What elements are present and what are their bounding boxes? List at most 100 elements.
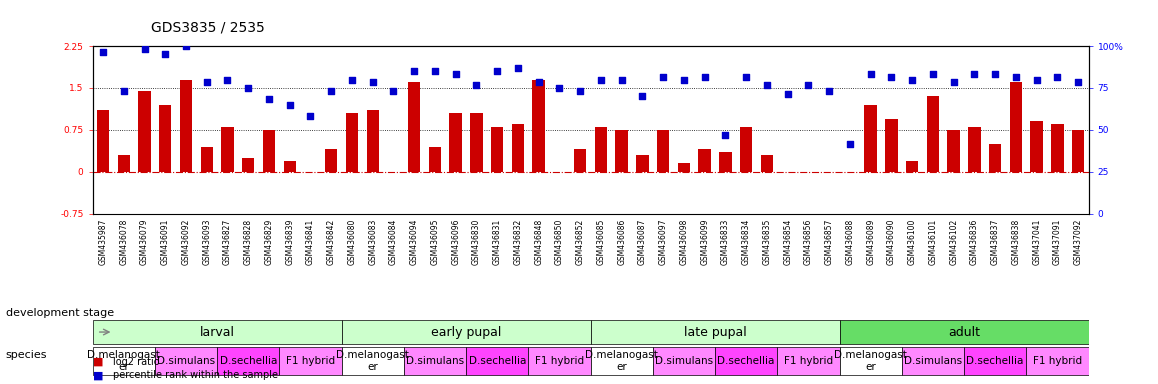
Text: GSM436087: GSM436087 bbox=[638, 219, 647, 265]
Bar bbox=[97, 110, 109, 172]
Point bbox=[1006, 74, 1025, 80]
Bar bbox=[1072, 130, 1084, 172]
Text: GSM436841: GSM436841 bbox=[306, 219, 315, 265]
Bar bbox=[118, 155, 130, 172]
Text: GSM436088: GSM436088 bbox=[845, 219, 855, 265]
Bar bbox=[1031, 121, 1043, 172]
Bar bbox=[138, 91, 151, 172]
Point bbox=[613, 76, 631, 83]
Point bbox=[571, 88, 589, 94]
Text: GSM436838: GSM436838 bbox=[1011, 219, 1020, 265]
Bar bbox=[615, 130, 628, 172]
Bar bbox=[93, 347, 155, 375]
Point bbox=[364, 79, 382, 86]
Bar bbox=[657, 130, 669, 172]
Text: GSM436079: GSM436079 bbox=[140, 219, 149, 265]
Bar bbox=[740, 127, 753, 172]
Text: D.sechellia: D.sechellia bbox=[718, 356, 775, 366]
Text: GSM436834: GSM436834 bbox=[741, 219, 750, 265]
Text: GSM436852: GSM436852 bbox=[576, 219, 585, 265]
Text: F1 hybrid: F1 hybrid bbox=[286, 356, 335, 366]
Text: GSM436086: GSM436086 bbox=[617, 219, 626, 265]
Text: GSM436829: GSM436829 bbox=[264, 219, 273, 265]
Bar bbox=[926, 96, 939, 172]
Bar bbox=[325, 149, 337, 172]
Point bbox=[736, 74, 755, 80]
Bar bbox=[279, 347, 342, 375]
Text: GSM436089: GSM436089 bbox=[866, 219, 875, 265]
Bar bbox=[242, 158, 255, 172]
Bar bbox=[1026, 347, 1089, 375]
Bar bbox=[591, 320, 840, 344]
Point bbox=[924, 71, 943, 77]
Text: percentile rank within the sample: percentile rank within the sample bbox=[113, 370, 278, 380]
Text: early pupal: early pupal bbox=[431, 326, 501, 339]
Text: GSM436831: GSM436831 bbox=[492, 219, 501, 265]
Point bbox=[1048, 74, 1067, 80]
Text: GSM436097: GSM436097 bbox=[659, 219, 668, 265]
Bar bbox=[404, 347, 466, 375]
Bar bbox=[342, 320, 591, 344]
Point bbox=[198, 79, 217, 86]
Point bbox=[550, 85, 569, 91]
Bar bbox=[179, 79, 192, 172]
Text: GSM436850: GSM436850 bbox=[555, 219, 564, 265]
Bar bbox=[159, 105, 171, 172]
Point bbox=[508, 65, 527, 71]
Text: GSM436084: GSM436084 bbox=[389, 219, 398, 265]
Bar bbox=[574, 149, 586, 172]
Bar bbox=[346, 113, 358, 172]
Text: GSM436080: GSM436080 bbox=[347, 219, 357, 265]
Bar bbox=[221, 127, 234, 172]
Point bbox=[985, 71, 1004, 77]
Point bbox=[177, 43, 196, 49]
Point bbox=[716, 132, 734, 139]
Text: D.sechellia: D.sechellia bbox=[220, 356, 277, 366]
Bar bbox=[93, 320, 342, 344]
Text: larval: larval bbox=[199, 326, 235, 339]
Bar bbox=[218, 347, 279, 375]
Point bbox=[757, 82, 776, 88]
Text: GSM436836: GSM436836 bbox=[970, 219, 979, 265]
Point bbox=[239, 85, 257, 91]
Bar bbox=[263, 130, 276, 172]
Point bbox=[467, 82, 485, 88]
Text: D.melanogast
er: D.melanogast er bbox=[87, 350, 160, 372]
Point bbox=[343, 76, 361, 83]
Point bbox=[633, 93, 652, 99]
Text: GSM436833: GSM436833 bbox=[721, 219, 730, 265]
Text: GSM436093: GSM436093 bbox=[203, 219, 211, 265]
Text: GSM436091: GSM436091 bbox=[161, 219, 170, 265]
Bar bbox=[512, 124, 525, 172]
Bar bbox=[342, 347, 404, 375]
Point bbox=[965, 71, 983, 77]
Bar bbox=[864, 105, 877, 172]
Bar bbox=[719, 152, 732, 172]
Point bbox=[529, 79, 548, 86]
Point bbox=[405, 68, 424, 74]
Bar bbox=[1010, 83, 1023, 172]
Text: late pupal: late pupal bbox=[683, 326, 747, 339]
Text: GSM436083: GSM436083 bbox=[368, 219, 378, 265]
Point bbox=[592, 76, 610, 83]
Text: F1 hybrid: F1 hybrid bbox=[784, 356, 833, 366]
Point bbox=[696, 74, 714, 80]
Point bbox=[862, 71, 880, 77]
Point bbox=[426, 68, 445, 74]
Bar bbox=[698, 149, 711, 172]
Point bbox=[882, 74, 901, 80]
Text: D.simulans: D.simulans bbox=[157, 356, 215, 366]
Text: GSM436837: GSM436837 bbox=[990, 219, 999, 265]
Text: GSM436832: GSM436832 bbox=[513, 219, 522, 265]
Text: GSM436095: GSM436095 bbox=[431, 219, 440, 265]
Bar bbox=[200, 147, 213, 172]
Bar bbox=[677, 163, 690, 172]
Point bbox=[218, 76, 236, 83]
Text: GSM436830: GSM436830 bbox=[472, 219, 481, 265]
Text: GSM436099: GSM436099 bbox=[701, 219, 709, 265]
Bar bbox=[284, 161, 296, 172]
Point bbox=[384, 88, 403, 94]
Text: adult: adult bbox=[948, 326, 980, 339]
Point bbox=[945, 79, 963, 86]
Bar bbox=[906, 161, 918, 172]
